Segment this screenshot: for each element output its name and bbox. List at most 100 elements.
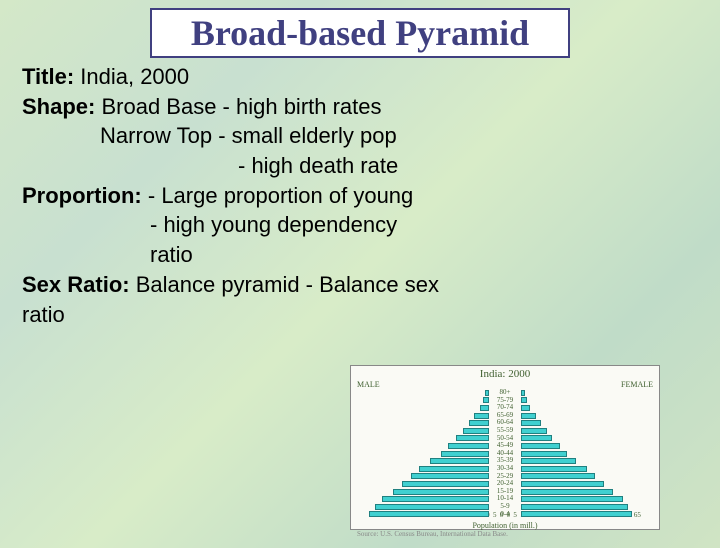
bar-female — [521, 443, 560, 449]
bar-row-male — [369, 404, 505, 412]
chart-xlabel: Population (in mill.) — [351, 521, 659, 530]
bar-row-female — [505, 435, 641, 443]
pyramid-chart: India: 2000 MALE FEMALE 80+75-7970-7465-… — [350, 365, 660, 530]
bar-female — [521, 458, 576, 464]
male-label: MALE — [357, 380, 380, 389]
bar-male — [430, 458, 489, 464]
bar-row-female — [505, 473, 641, 481]
bar-row-female — [505, 389, 641, 397]
bar-row-female — [505, 457, 641, 465]
content-area: Title: India, 2000 Shape: Broad Base - h… — [0, 62, 720, 329]
chart-source: Source: U.S. Census Bureau, Internationa… — [351, 530, 659, 538]
bar-male — [411, 473, 489, 479]
bar-male — [485, 390, 489, 396]
chart-title: India: 2000 — [351, 366, 659, 380]
bar-male — [480, 405, 489, 411]
bar-male — [483, 397, 489, 403]
bar-row-female — [505, 427, 641, 435]
sex-value-1: Balance pyramid - Balance sex — [130, 272, 439, 297]
bar-row-male — [369, 488, 505, 496]
bar-male — [469, 420, 489, 426]
bar-row-female — [505, 397, 641, 405]
line-shape-2: Narrow Top - small elderly pop — [22, 121, 698, 151]
bar-row-female — [505, 412, 641, 420]
bar-row-female — [505, 450, 641, 458]
page-title: Broad-based Pyramid — [152, 12, 568, 54]
bar-female — [521, 451, 567, 457]
bars-female — [505, 389, 641, 511]
bar-male — [419, 466, 489, 472]
bar-female — [521, 504, 628, 510]
bar-male — [375, 504, 489, 510]
prop-value-1: - Large proportion of young — [142, 183, 414, 208]
bar-row-female — [505, 503, 641, 511]
bar-female — [521, 466, 587, 472]
title-value: India, 2000 — [74, 64, 189, 89]
bar-row-female — [505, 419, 641, 427]
line-prop-3: ratio — [22, 240, 698, 270]
bar-row-male — [369, 397, 505, 405]
bar-row-male — [369, 450, 505, 458]
bar-row-female — [505, 442, 641, 450]
bar-male — [382, 496, 489, 502]
bar-row-male — [369, 435, 505, 443]
bar-female — [521, 511, 632, 517]
shape-value-2: Narrow Top - small elderly pop — [100, 123, 397, 148]
bar-row-male — [369, 419, 505, 427]
line-shape-1: Shape: Broad Base - high birth rates — [22, 92, 698, 122]
bar-row-female — [505, 511, 641, 519]
shape-value-3: - high death rate — [238, 153, 398, 178]
chart-body: 80+75-7970-7465-6960-6455-5950-5445-4940… — [369, 389, 641, 511]
bar-row-male — [369, 473, 505, 481]
bar-row-male — [369, 427, 505, 435]
bar-row-male — [369, 442, 505, 450]
bar-male — [369, 511, 489, 517]
title-label: Title: — [22, 64, 74, 89]
bar-row-male — [369, 503, 505, 511]
bar-female — [521, 413, 536, 419]
bar-row-female — [505, 465, 641, 473]
bar-row-male — [369, 389, 505, 397]
female-label: FEMALE — [621, 380, 653, 389]
sex-value-2: ratio — [22, 302, 65, 327]
bar-row-female — [505, 480, 641, 488]
bar-row-male — [369, 495, 505, 503]
bar-female — [521, 489, 613, 495]
sex-label: Sex Ratio: — [22, 272, 130, 297]
line-sex-2: ratio — [22, 300, 698, 330]
line-sex-1: Sex Ratio: Balance pyramid - Balance sex — [22, 270, 698, 300]
bar-male — [463, 428, 489, 434]
bar-male — [474, 413, 489, 419]
bar-row-female — [505, 495, 641, 503]
bar-female — [521, 428, 547, 434]
line-prop-2: - high young dependency — [22, 210, 698, 240]
bar-row-male — [369, 480, 505, 488]
bar-row-female — [505, 488, 641, 496]
bar-female — [521, 405, 530, 411]
bar-female — [521, 390, 525, 396]
bar-row-female — [505, 404, 641, 412]
bar-male — [456, 435, 489, 441]
bar-row-male — [369, 457, 505, 465]
title-box: Broad-based Pyramid — [150, 8, 570, 58]
line-prop-1: Proportion: - Large proportion of young — [22, 181, 698, 211]
bar-male — [441, 451, 489, 457]
line-shape-3: - high death rate — [22, 151, 698, 181]
bar-male — [393, 489, 489, 495]
bars-male — [369, 389, 505, 511]
bar-female — [521, 435, 552, 441]
bar-row-male — [369, 465, 505, 473]
shape-label: Shape: — [22, 94, 95, 119]
bar-female — [521, 473, 595, 479]
bar-female — [521, 420, 541, 426]
prop-value-2: - high young dependency — [150, 212, 397, 237]
bar-row-male — [369, 412, 505, 420]
bar-female — [521, 496, 623, 502]
shape-value-1: Broad Base - high birth rates — [95, 94, 381, 119]
bar-female — [521, 397, 527, 403]
prop-label: Proportion: — [22, 183, 142, 208]
line-title: Title: India, 2000 — [22, 62, 698, 92]
bar-male — [448, 443, 489, 449]
bar-female — [521, 481, 604, 487]
bar-row-male — [369, 511, 505, 519]
